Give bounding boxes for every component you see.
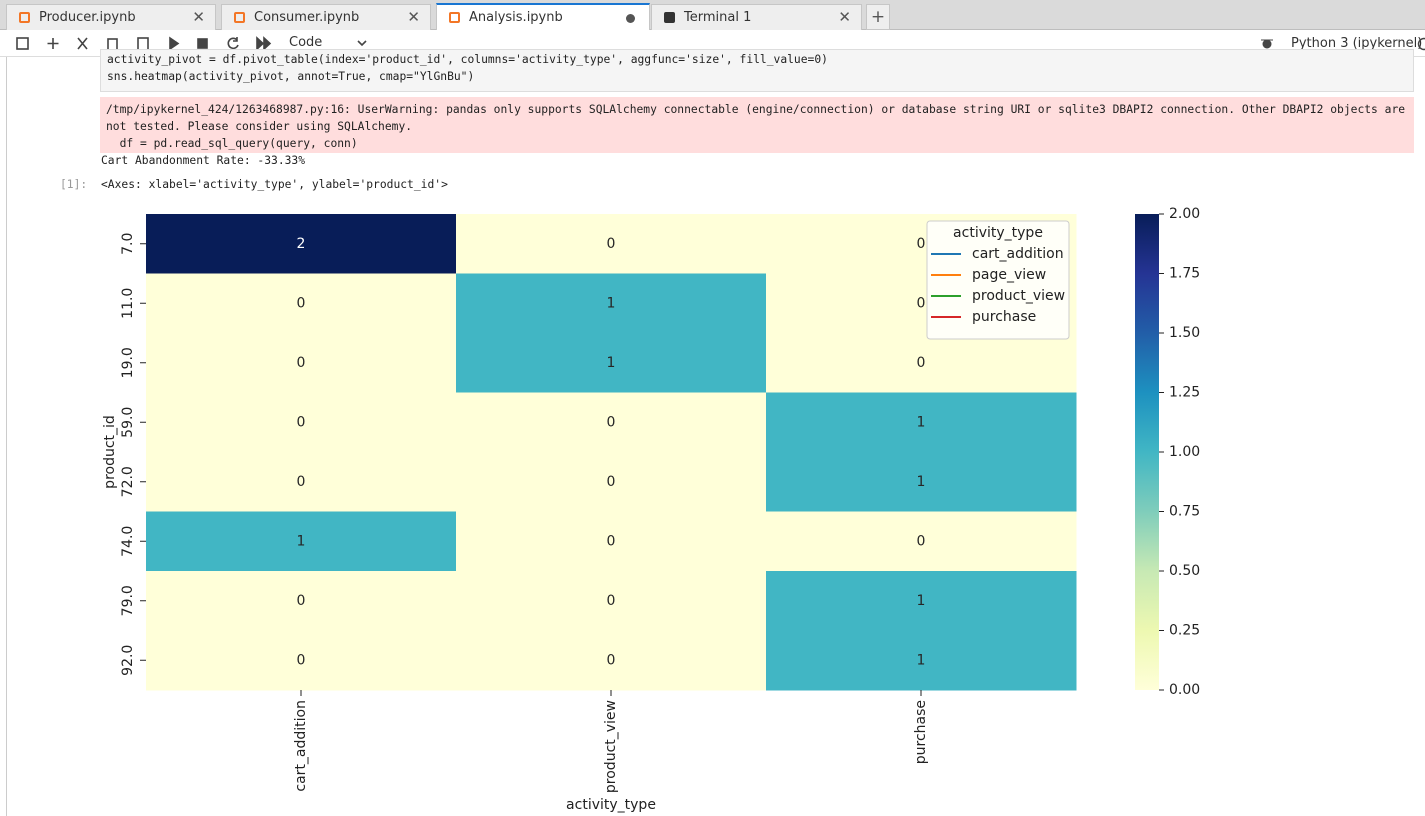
tab-label: Terminal 1 — [684, 10, 752, 25]
dropdown-icon[interactable] — [357, 40, 367, 47]
tab-bar: Producer.ipynb ✕ Consumer.ipynb ✕ Analysis… — [0, 0, 1425, 30]
kernel-status — [1417, 37, 1425, 51]
notebook: activity_pivot = df.pivot_table(index='p… — [6, 49, 1425, 816]
cell-type-select[interactable]: Code — [289, 35, 323, 50]
tab[interactable]: Consumer.ipynb ✕ — [221, 4, 431, 30]
code-line: activity_pivot = df.pivot_table(index='p… — [107, 53, 828, 66]
stop-icon[interactable] — [197, 38, 208, 49]
add-icon[interactable] — [47, 38, 59, 49]
restart-icon[interactable] — [227, 37, 239, 50]
tab[interactable]: Analysis.ipynb — [436, 3, 650, 30]
code-cell[interactable]: activity_pivot = df.pivot_table(index='p… — [100, 49, 1414, 92]
tab[interactable]: Terminal 1 ✕ — [651, 4, 862, 30]
save-icon[interactable] — [16, 37, 29, 50]
tab[interactable]: Producer.ipynb ✕ — [6, 4, 216, 30]
new-tab-button[interactable]: + — [866, 4, 890, 30]
run-icon[interactable] — [169, 36, 180, 51]
tab-label: Consumer.ipynb — [254, 10, 360, 25]
cut-icon[interactable] — [77, 37, 88, 50]
debug-icon[interactable] — [1260, 36, 1274, 50]
tab-label: Producer.ipynb — [39, 10, 136, 25]
run-all-icon[interactable] — [256, 36, 272, 51]
code-line: sns.heatmap(activity_pivot, annot=True, … — [107, 70, 475, 83]
stderr-output: /tmp/ipykernel_424/1263468987.py:16: Use… — [100, 97, 1414, 153]
warning-text: /tmp/ipykernel_424/1263468987.py:16: Use… — [106, 103, 1412, 133]
execution-prompt: [1]: — [60, 178, 88, 191]
warning-source: df = pd.read_sql_query(query, conn) — [106, 137, 358, 150]
result-repr: <Axes: xlabel='activity_type', ylabel='p… — [101, 178, 448, 191]
tab-label: Analysis.ipynb — [469, 10, 563, 25]
stdout: Cart Abandonment Rate: -33.33% — [101, 154, 306, 167]
kernel-name[interactable]: Python 3 (ipykernel) — [1291, 36, 1423, 51]
